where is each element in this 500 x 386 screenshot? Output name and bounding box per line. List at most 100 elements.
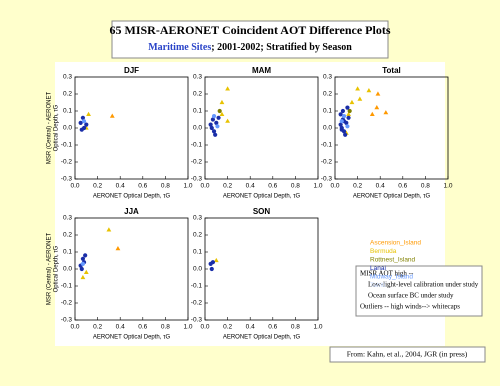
point <box>338 112 343 117</box>
slide-title: 65 MISR-AERONET Coincident AOT Differenc… <box>110 23 391 37</box>
point <box>209 266 214 272</box>
y-tick-label: 0.1 <box>63 108 72 115</box>
x-tick-label: 0.0 <box>70 183 79 190</box>
y-tick-label: -0.3 <box>61 317 73 324</box>
x-tick-label: 0.2 <box>223 324 232 331</box>
point <box>357 96 363 101</box>
x-tick-label: 1.0 <box>183 183 192 190</box>
point <box>209 125 214 131</box>
x-axis-label: AERONET Optical Depth, τG <box>223 194 301 200</box>
footer-box <box>329 346 486 363</box>
point <box>213 257 219 263</box>
y-tick-label: -0.1 <box>321 142 333 149</box>
title-box <box>111 20 389 59</box>
slide-subtitle: Maritime Sites; 2001-2002; Stratified by… <box>148 42 352 53</box>
point <box>79 127 84 132</box>
chart-title: Total <box>382 66 401 75</box>
y-tick-label: 0.0 <box>323 125 332 132</box>
x-tick-label: 1.0 <box>313 324 322 331</box>
x-tick-label: 0.0 <box>200 183 209 190</box>
y-tick-label: 0.3 <box>323 74 332 81</box>
point <box>219 99 225 105</box>
point <box>83 253 88 258</box>
legend-entry: Tahiti <box>370 282 385 289</box>
point <box>211 129 217 134</box>
point <box>84 122 89 127</box>
x-tick-label: 0.0 <box>200 324 209 331</box>
point <box>80 115 86 120</box>
point <box>339 127 344 132</box>
y-tick-label: -0.3 <box>321 176 333 183</box>
y-axis-label: Optical Depth, τG <box>54 104 60 151</box>
y-axis-label: Optical Depth, τG <box>54 245 60 292</box>
point <box>355 86 360 91</box>
y-tick-label: 0.3 <box>63 74 72 81</box>
y-tick-label: -0.2 <box>191 159 203 166</box>
point <box>78 120 83 125</box>
y-tick-label: 0.0 <box>193 266 202 273</box>
point <box>338 122 343 127</box>
y-tick-label: 0.1 <box>323 108 332 115</box>
x-tick-label: 0.6 <box>268 183 277 190</box>
y-tick-label: 0.2 <box>193 91 202 98</box>
point <box>106 227 112 232</box>
point <box>79 266 84 272</box>
point <box>80 256 86 261</box>
x-axis-label: AERONET Optical Depth, τG <box>93 194 171 200</box>
y-tick-label: -0.1 <box>61 283 73 290</box>
y-tick-label: -0.2 <box>191 300 203 307</box>
x-tick-label: 0.2 <box>353 183 362 190</box>
y-tick-label: -0.1 <box>191 142 203 149</box>
y-tick-label: 0.3 <box>63 215 72 222</box>
y-tick-label: 0.1 <box>193 249 202 256</box>
point <box>211 114 217 119</box>
y-tick-label: -0.3 <box>61 176 73 183</box>
x-tick-label: 0.4 <box>246 183 255 190</box>
point <box>214 120 219 125</box>
x-tick-label: 0.6 <box>138 183 147 190</box>
y-tick-label: 0.1 <box>193 108 202 115</box>
point <box>374 105 380 110</box>
x-tick-label: 0.8 <box>291 183 300 190</box>
y-tick-label: -0.1 <box>61 142 73 149</box>
point <box>80 274 86 280</box>
point <box>109 113 115 118</box>
y-tick-label: 0.0 <box>63 125 72 132</box>
y-tick-label: 0.0 <box>63 266 72 273</box>
y-tick-label: 0.0 <box>193 125 202 132</box>
point <box>80 261 86 266</box>
note-line: Outliers -- high winds--> whitecaps <box>360 303 460 311</box>
point <box>213 132 218 137</box>
point <box>115 246 121 251</box>
y-tick-label: -0.2 <box>61 159 73 166</box>
note-box <box>355 265 483 317</box>
point <box>345 124 350 129</box>
y-tick-label: 0.2 <box>63 232 72 239</box>
x-tick-label: 0.8 <box>291 324 300 331</box>
point <box>210 260 216 265</box>
y-tick-label: 0.2 <box>63 91 72 98</box>
point <box>346 111 351 116</box>
x-tick-label: 1.0 <box>443 183 452 190</box>
note-line: MISR AOT high -- <box>360 270 414 278</box>
point <box>383 110 389 115</box>
point <box>225 86 230 91</box>
legend-entry: Bermuda <box>370 248 397 255</box>
y-tick-label: -0.1 <box>191 283 203 290</box>
point <box>208 122 213 127</box>
x-tick-label: 0.2 <box>93 183 102 190</box>
x-tick-label: 0.6 <box>398 183 407 190</box>
x-tick-label: 0.2 <box>93 324 102 331</box>
x-tick-label: 0.0 <box>70 324 79 331</box>
point <box>347 108 352 114</box>
x-tick-label: 0.6 <box>268 324 277 331</box>
point <box>217 108 222 114</box>
x-tick-label: 0.8 <box>161 324 170 331</box>
point <box>346 115 351 120</box>
x-tick-label: 1.0 <box>313 183 322 190</box>
chart-title: DJF <box>124 66 139 75</box>
x-tick-label: 0.4 <box>246 324 255 331</box>
chart-title: JJA <box>124 207 139 216</box>
